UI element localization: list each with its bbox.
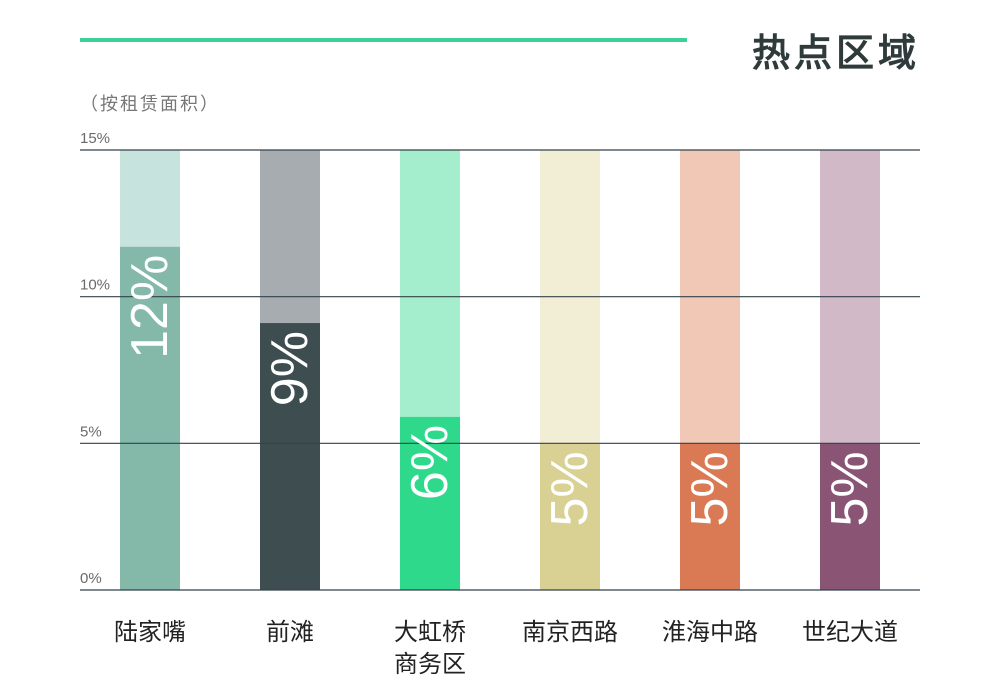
y-tick-label: 15%: [80, 130, 110, 147]
category-label: 商务区: [394, 650, 466, 678]
data-label: 12%: [121, 255, 179, 359]
chart-subtitle: （按租赁面积）: [80, 94, 220, 115]
bar: [400, 416, 460, 590]
category-label: 大虹桥: [394, 618, 466, 646]
category-label: 陆家嘴: [114, 618, 186, 646]
category-label: 南京西路: [522, 618, 618, 646]
y-tick-label: 0%: [80, 570, 102, 587]
title-accent-rule: [80, 38, 687, 42]
data-label: 9%: [261, 331, 319, 406]
data-label: 6%: [401, 425, 459, 500]
category-label: 世纪大道: [802, 618, 898, 646]
category-label: 前滩: [266, 618, 314, 646]
bar: [260, 323, 320, 590]
category-label: 淮海中路: [662, 618, 758, 646]
page-title: 热点区域: [751, 31, 920, 75]
y-tick-label: 5%: [80, 423, 102, 440]
bar: [680, 443, 740, 590]
bar: [540, 443, 600, 590]
data-label: 5%: [681, 451, 739, 526]
y-tick-label: 10%: [80, 277, 110, 294]
bar: [820, 443, 880, 590]
bar: [120, 246, 180, 591]
data-label: 5%: [541, 451, 599, 526]
data-label: 5%: [821, 451, 879, 526]
